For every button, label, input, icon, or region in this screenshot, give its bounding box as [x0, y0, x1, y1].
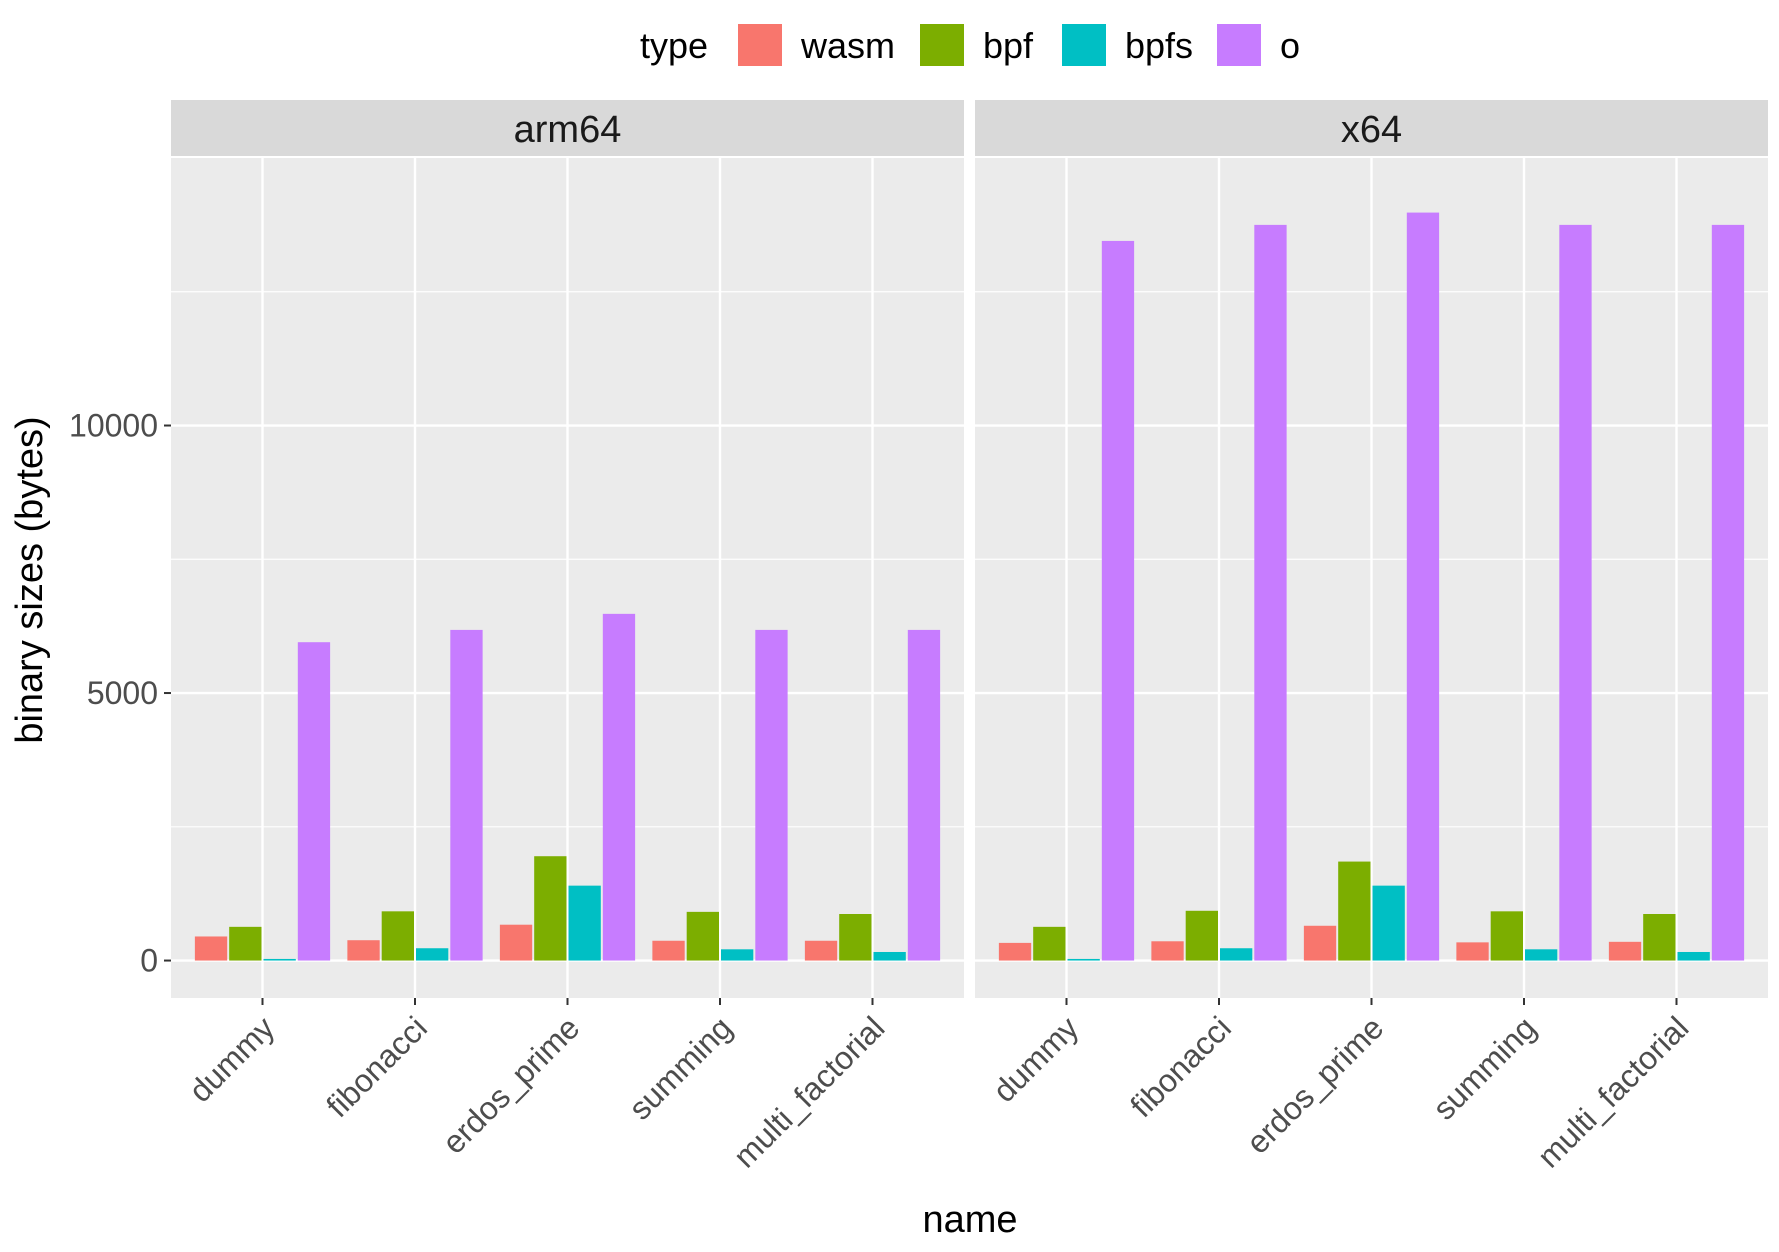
bar-x64-summing-o	[1559, 224, 1592, 961]
strip-label-arm64: arm64	[514, 109, 622, 151]
y-axis: 0 5000 10000	[69, 408, 171, 979]
bar-arm64-summing-o	[755, 629, 788, 961]
legend-key-o	[1217, 24, 1261, 66]
bar-x64-fibonacci-o	[1254, 224, 1287, 961]
bar-x64-multi_factorial-wasm	[1608, 941, 1642, 961]
bar-arm64-summing-wasm	[652, 940, 685, 961]
bar-arm64-fibonacci-bpfs	[416, 948, 449, 961]
bar-x64-erdos_prime-bpfs	[1372, 885, 1405, 961]
bar-arm64-dummy-o	[297, 642, 331, 961]
bar-arm64-erdos_prime-o	[602, 613, 636, 961]
bar-x64-multi_factorial-bpfs	[1677, 951, 1710, 961]
bar-x64-dummy-o	[1101, 240, 1135, 961]
y-axis-title: binary sizes (bytes)	[9, 416, 51, 743]
bar-arm64-erdos_prime-wasm	[499, 924, 533, 961]
strip-arm64	[171, 100, 964, 156]
bar-arm64-dummy-wasm	[194, 936, 228, 961]
legend-item-wasm: wasm	[738, 24, 895, 66]
x-axis-title: name	[922, 1199, 1017, 1241]
bar-x64-multi_factorial-o	[1711, 224, 1745, 961]
legend-label-wasm: wasm	[800, 25, 895, 66]
bar-x64-erdos_prime-o	[1406, 212, 1440, 961]
bar-x64-erdos_prime-bpf	[1338, 861, 1371, 961]
bar-arm64-multi_factorial-bpf	[839, 914, 872, 961]
bar-x64-summing-wasm	[1456, 942, 1489, 961]
bar-arm64-erdos_prime-bpfs	[568, 885, 601, 961]
bar-arm64-dummy-bpf	[229, 926, 262, 961]
bar-x64-erdos_prime-wasm	[1303, 925, 1337, 961]
bar-x64-dummy-wasm	[998, 942, 1032, 961]
bar-arm64-fibonacci-wasm	[347, 940, 380, 961]
legend-item-o: o	[1217, 24, 1300, 66]
bar-arm64-fibonacci-bpf	[381, 911, 414, 961]
bar-x64-multi_factorial-bpf	[1643, 914, 1676, 961]
bar-arm64-summing-bpf	[686, 911, 719, 961]
legend-label-bpfs: bpfs	[1125, 25, 1193, 66]
bar-x64-summing-bpf	[1490, 911, 1523, 961]
legend-key-bpfs	[1062, 24, 1106, 66]
bar-x64-fibonacci-bpf	[1185, 910, 1218, 961]
y-tick-label-10000: 10000	[69, 408, 158, 444]
bar-arm64-multi_factorial-wasm	[804, 940, 838, 961]
bar-arm64-summing-bpfs	[721, 949, 754, 961]
bar-x64-dummy-bpf	[1033, 926, 1066, 961]
y-tick-label-0: 0	[140, 943, 158, 979]
legend-title: type	[640, 25, 708, 66]
legend-item-bpf: bpf	[920, 24, 1034, 66]
bar-arm64-multi_factorial-o	[907, 629, 941, 961]
bar-x64-summing-bpfs	[1525, 949, 1558, 961]
strip-label-x64: x64	[1341, 109, 1402, 151]
strip-x64	[975, 100, 1768, 156]
legend: type wasm bpf bpfs o	[640, 24, 1300, 66]
legend-label-bpf: bpf	[983, 25, 1034, 66]
legend-key-wasm	[738, 24, 782, 66]
bar-arm64-erdos_prime-bpf	[534, 856, 567, 961]
bar-arm64-fibonacci-o	[450, 629, 483, 961]
legend-item-bpfs: bpfs	[1062, 24, 1193, 66]
bar-x64-fibonacci-bpfs	[1220, 948, 1253, 961]
bar-x64-dummy-bpfs	[1067, 958, 1100, 961]
y-tick-label-5000: 5000	[87, 675, 158, 711]
legend-key-bpf	[920, 24, 964, 66]
legend-label-o: o	[1280, 25, 1300, 66]
bar-x64-fibonacci-wasm	[1151, 941, 1184, 961]
bar-arm64-multi_factorial-bpfs	[873, 951, 906, 961]
bar-arm64-dummy-bpfs	[263, 958, 296, 961]
